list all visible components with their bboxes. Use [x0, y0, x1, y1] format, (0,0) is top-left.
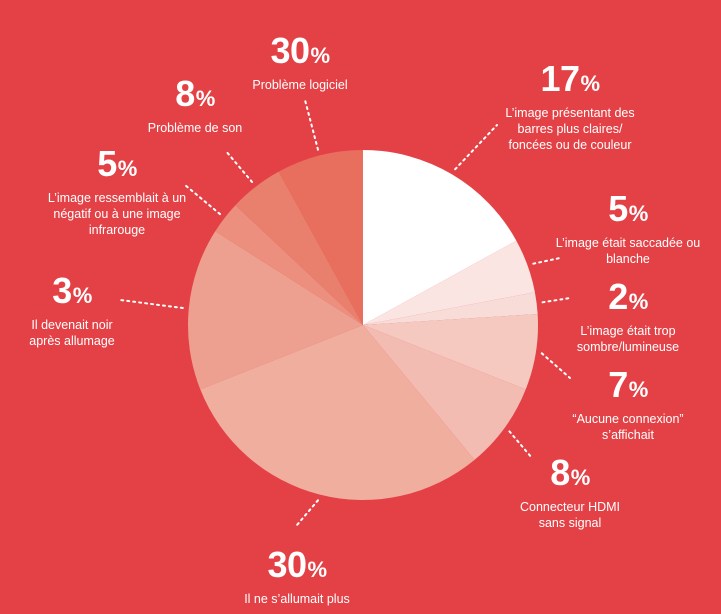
label-slice-5: 30% Il ne s’allumait plus: [227, 546, 367, 607]
percent-value: 8%: [550, 452, 590, 493]
pie-slice-1: [363, 240, 535, 325]
pie-slice-5: [200, 325, 475, 500]
percent-value: 5%: [97, 143, 137, 184]
pie-slices: [187, 150, 538, 500]
slice-label: L’image était trop sombre/lumineuse: [576, 324, 680, 354]
leader-lines: [119, 99, 571, 526]
label-slice-6: 3% Il devenait noir après allumage: [17, 272, 127, 349]
pie-slice-8: [235, 171, 363, 325]
pie-slice-2: [363, 292, 538, 325]
slice-label: Problème logiciel: [252, 78, 348, 92]
percent-value: 30%: [270, 30, 330, 71]
slice-label: “Aucune connexion” s’affichait: [572, 412, 684, 442]
slice-label: L’image ressemblait à un négatif ou à un…: [47, 191, 187, 237]
leader-line-8: [224, 149, 254, 183]
leader-line-9: [304, 99, 319, 151]
pie-slice-3: [363, 314, 538, 390]
pie-slice-0: [363, 150, 517, 325]
percent-value: 8%: [175, 73, 215, 114]
label-slice-8: 8% Problème de son: [130, 75, 260, 136]
percent-value: 17%: [540, 58, 600, 99]
slice-label: Problème de son: [147, 121, 243, 135]
percent-value: 5%: [608, 188, 648, 229]
pie-slice-9: [278, 150, 363, 325]
slice-label: L’image présentant des barres plus clair…: [505, 106, 635, 152]
label-slice-3: 7% “Aucune connexion” s’affichait: [563, 366, 693, 443]
pie-slice-6: [187, 231, 363, 390]
label-slice-1: 5% L’image était saccadée ou blanche: [553, 190, 703, 267]
leader-line-1: [532, 257, 561, 265]
label-slice-4: 8% Connecteur HDMI sans signal: [515, 454, 625, 531]
pie-slice-7: [215, 205, 363, 325]
label-slice-2: 2% L’image était trop sombre/lumineuse: [568, 278, 688, 355]
slice-label: Il devenait noir après allumage: [29, 318, 115, 348]
leader-line-2: [541, 297, 571, 304]
percent-value: 3%: [52, 270, 92, 311]
percent-value: 7%: [608, 364, 648, 405]
label-slice-7: 5% L’image ressemblait à un négatif ou à…: [37, 145, 197, 238]
leader-line-5: [296, 499, 319, 526]
pie-slice-4: [363, 325, 526, 460]
slice-label: Il ne s’allumait plus: [244, 592, 350, 606]
slice-label: L’image était saccadée ou blanche: [555, 236, 701, 266]
leader-line-7: [184, 184, 221, 216]
label-slice-9: 30% Problème logiciel: [230, 32, 370, 93]
leader-line-6: [119, 299, 184, 309]
percent-value: 2%: [608, 276, 648, 317]
leader-line-3: [540, 352, 571, 379]
leader-line-0: [454, 124, 498, 171]
label-slice-0: 17% L’image présentant des barres plus c…: [495, 60, 645, 153]
slice-label: Connecteur HDMI sans signal: [519, 500, 621, 530]
percent-value: 30%: [267, 544, 327, 585]
leader-line-4: [508, 430, 533, 459]
